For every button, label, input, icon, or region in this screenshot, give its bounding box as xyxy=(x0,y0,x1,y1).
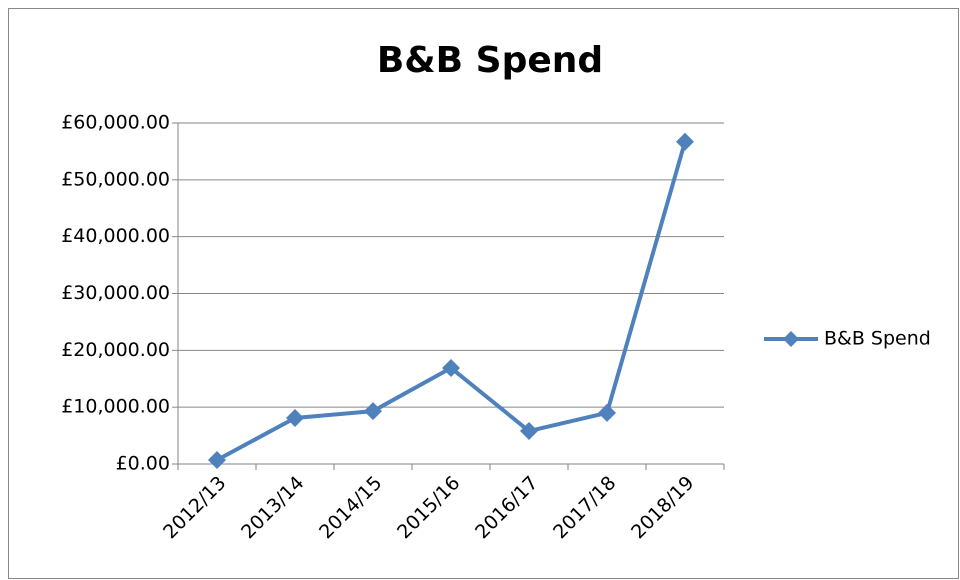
y-tick-label: £20,000.00 xyxy=(61,339,170,361)
data-point xyxy=(364,402,382,421)
y-tick-label: £10,000.00 xyxy=(61,396,170,418)
data-point xyxy=(676,132,694,151)
y-tick-label: £30,000.00 xyxy=(61,282,170,304)
data-point xyxy=(208,451,226,470)
data-point xyxy=(286,408,304,427)
data-point xyxy=(598,403,616,422)
y-tick-label: £40,000.00 xyxy=(61,225,170,247)
legend-label: B&B Spend xyxy=(824,328,931,350)
y-tick-label: £50,000.00 xyxy=(61,168,170,190)
y-tick-label: £0.00 xyxy=(116,453,170,475)
data-point xyxy=(520,422,538,441)
data-point xyxy=(442,358,460,377)
legend-marker xyxy=(783,331,799,347)
chart-title: B&B Spend xyxy=(377,40,603,81)
y-tick-label: £60,000.00 xyxy=(61,112,170,134)
